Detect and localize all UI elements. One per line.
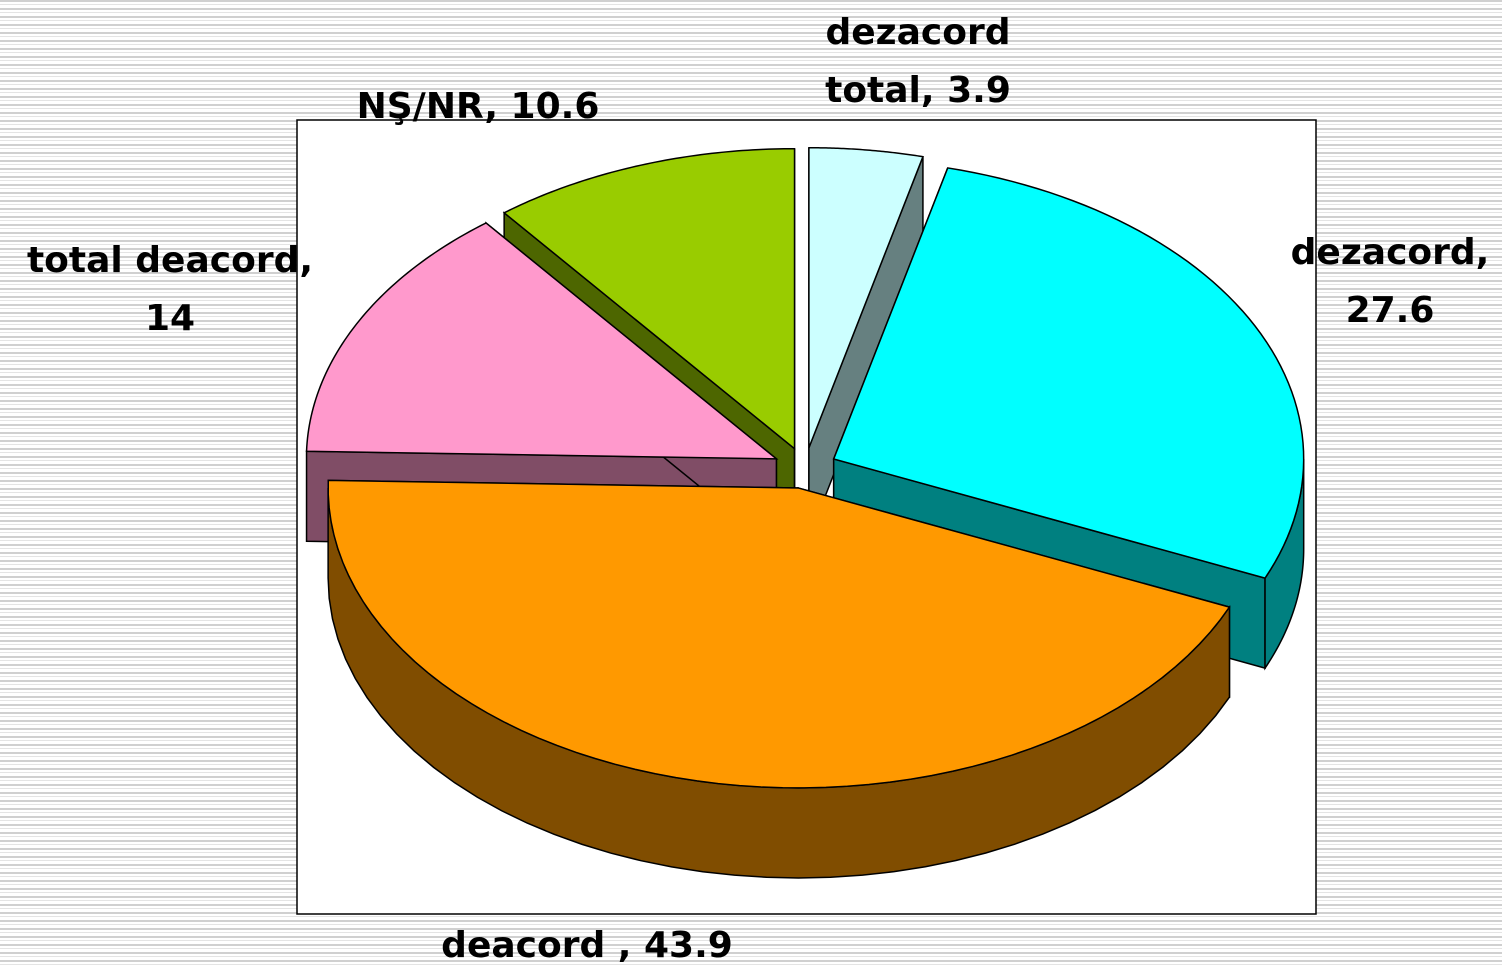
slice-top <box>305 222 779 460</box>
pie <box>305 146 1305 879</box>
data-label-line: dezacord, <box>1291 232 1490 273</box>
slice-top <box>832 167 1305 579</box>
data-label-line: NŞ/NR, 10.6 <box>357 86 600 127</box>
slice-top <box>808 146 924 449</box>
data-label: NŞ/NR, 10.6 <box>357 86 600 127</box>
data-label: deacord , 43.9 <box>441 925 733 966</box>
data-label-line: 27.6 <box>1346 290 1435 331</box>
data-label: dezacord, 27.6 <box>1291 232 1490 331</box>
data-label-line: 14 <box>145 298 195 339</box>
slice <box>327 479 1231 879</box>
slice-top <box>502 147 796 451</box>
data-label-line: dezacord <box>825 12 1010 53</box>
data-label: dezacord total, 3.9 <box>825 12 1011 111</box>
labels: dezacord total, 3.9 dezacord, 27.6 deacord ,… <box>27 12 1489 966</box>
data-label-line: deacord , 43.9 <box>441 925 733 966</box>
data-label: total deacord, 14 <box>27 240 313 339</box>
slice-top <box>327 479 1231 789</box>
data-label-line: total deacord, <box>27 240 313 281</box>
data-label-line: total, 3.9 <box>825 70 1011 111</box>
